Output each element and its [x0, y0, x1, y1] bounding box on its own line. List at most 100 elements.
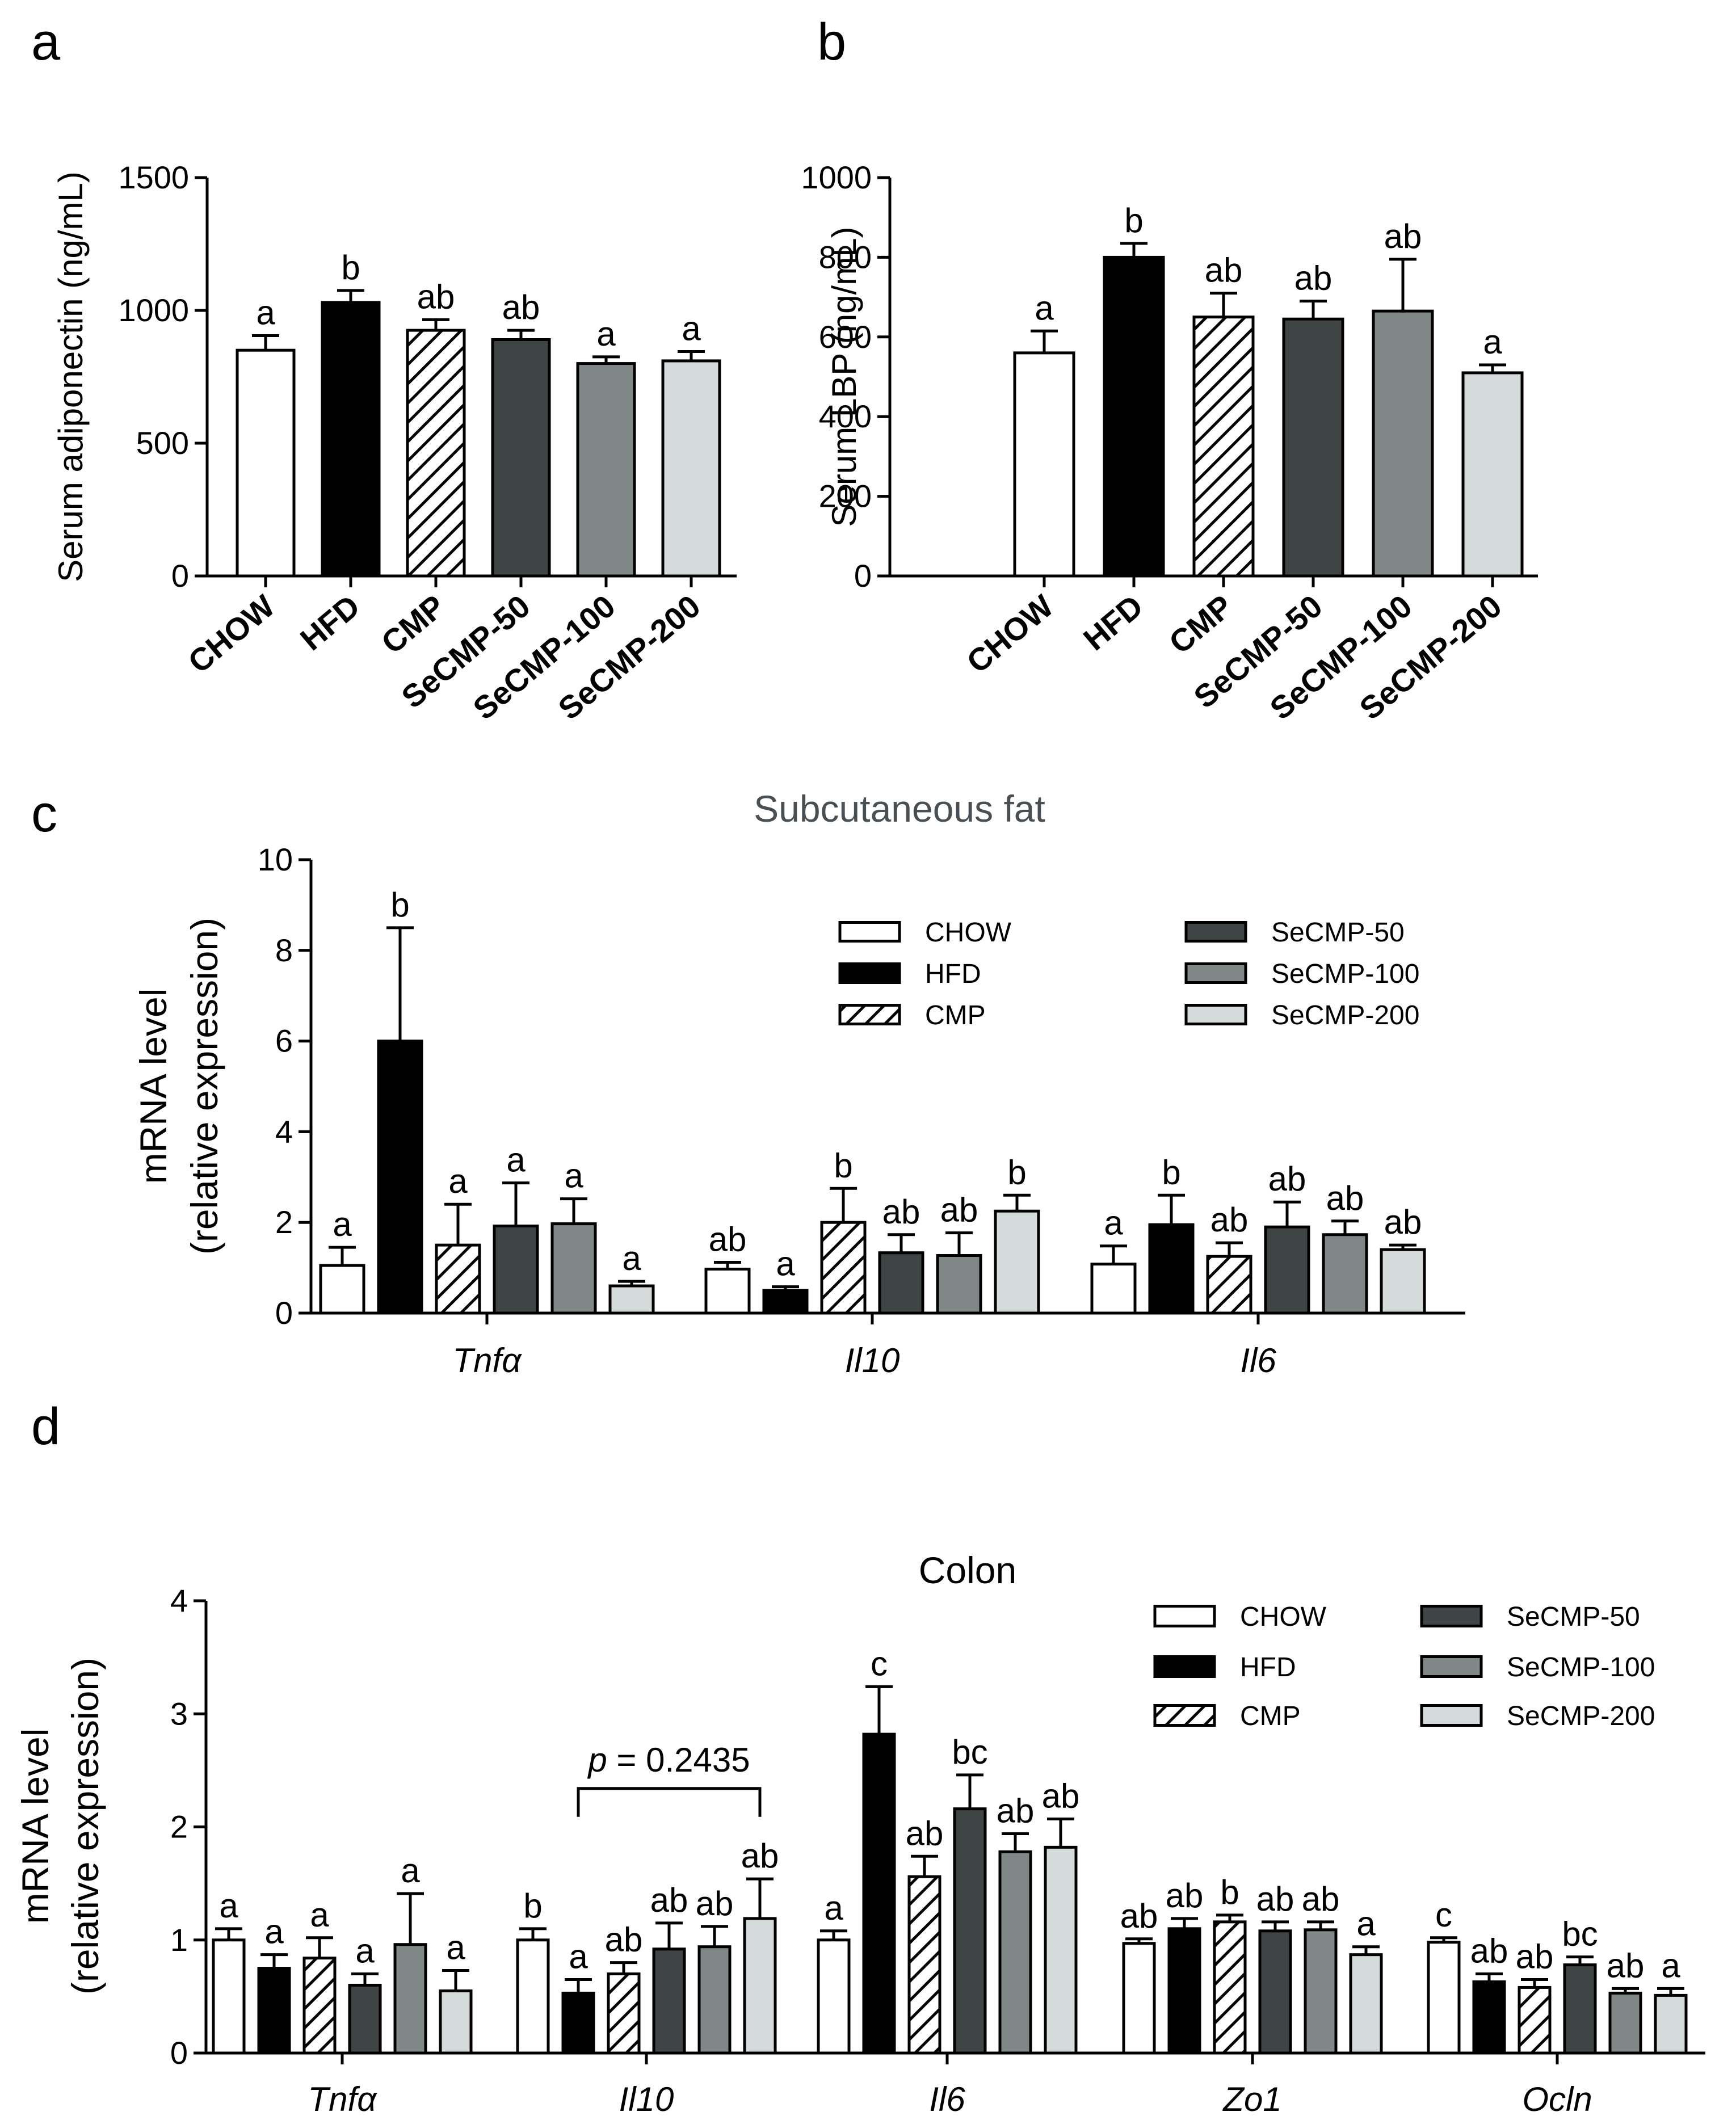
bar-secmp-50 [1282, 317, 1344, 578]
y-tick-label: 4 [275, 1113, 293, 1149]
bar-secmp-200 [994, 1209, 1040, 1315]
bar-chow [704, 1267, 751, 1315]
bar-hfd [1167, 1927, 1201, 2055]
significance-letter: a [264, 1913, 284, 1951]
y-tick-label: 0 [854, 558, 872, 594]
x-tick-label: HFD [293, 588, 367, 657]
y-tick-label: 0 [275, 1295, 293, 1331]
y-tick-label: 1500 [118, 159, 189, 195]
bar-cmp [1213, 1920, 1247, 2055]
significance-letter: a [256, 293, 275, 331]
bar-chow [319, 1264, 365, 1315]
bar-secmp-200 [743, 1917, 777, 2055]
significance-letter: ab [882, 1193, 920, 1231]
gene-label: Tnfα [308, 2080, 378, 2118]
bar-hfd [1148, 1223, 1195, 1315]
bar-hfd [1472, 1980, 1506, 2055]
significance-letter: a [682, 310, 701, 348]
bar-secmp-100 [393, 1943, 427, 2055]
significance-letter: ab [1516, 1937, 1554, 1975]
bar-secmp-100 [576, 362, 636, 578]
y-tick-label: 6 [275, 1023, 293, 1059]
significance-letter: ab [1210, 1201, 1249, 1239]
legend-label: CHOW [925, 918, 1012, 948]
significance-letter: ab [650, 1881, 688, 1919]
gene-label: Zo1 [1222, 2080, 1281, 2118]
bar-secmp-100 [1372, 309, 1434, 578]
y-tick-label: 10 [258, 842, 293, 877]
significance-letter: a [776, 1245, 795, 1283]
significance-letter: ab [997, 1791, 1035, 1829]
y-tick-label: 1 [170, 1922, 188, 1958]
significance-letter: ab [1166, 1877, 1204, 1915]
bar-secmp-200 [1461, 371, 1524, 578]
y-tick-label: 8 [275, 932, 293, 968]
significance-letter: a [448, 1162, 468, 1200]
bar-secmp-100 [936, 1254, 982, 1315]
gene-label: Il6 [929, 2080, 965, 2118]
significance-letter: a [401, 1852, 420, 1890]
significance-letter: a [1104, 1204, 1123, 1242]
y-tick-label: 3 [170, 1696, 188, 1731]
significance-letter: b [1162, 1153, 1180, 1191]
significance-letter: ab [1470, 1932, 1508, 1970]
significance-letter: bc [952, 1733, 987, 1771]
gene-label: Il6 [1240, 1341, 1276, 1379]
y-axis-title-line: (relative expression) [183, 918, 225, 1255]
bar-cmp [1518, 1986, 1552, 2055]
panel-d-colon: d Colon 0 1 2 3 4 mRNA level (relative expressio… [14, 1398, 1705, 2118]
significance-letter: b [1124, 201, 1143, 239]
bar-cmp [406, 329, 466, 578]
gene-label: Il10 [619, 2080, 674, 2118]
gene-label: Il10 [845, 1341, 900, 1379]
significance-letter: b [1220, 1873, 1239, 1911]
bar-secmp-50 [1258, 1929, 1292, 2055]
bar-secmp-200 [1044, 1845, 1078, 2055]
bar-secmp-50 [652, 1947, 686, 2055]
bar-secmp-200 [1654, 1993, 1688, 2055]
significance-letter: a [1356, 1905, 1376, 1943]
significance-letter: ab [1384, 217, 1422, 255]
significance-letter: a [824, 1889, 843, 1927]
y-tick-label: 2 [170, 1809, 188, 1845]
significance-letter: ab [696, 1885, 734, 1923]
legend-label: CHOW [1240, 1602, 1327, 1632]
bar-secmp-200 [608, 1284, 655, 1315]
legend-label: SeCMP-200 [1507, 1701, 1655, 1731]
y-tick-label: 400 [819, 398, 872, 434]
bar-secmp-100 [1322, 1233, 1368, 1315]
legend-label: SeCMP-50 [1271, 918, 1405, 948]
bar-cmp [1192, 316, 1255, 578]
bar-chow [1427, 1941, 1461, 2055]
panel-letter: a [31, 13, 61, 71]
legend-label: SeCMP-200 [1271, 1000, 1419, 1030]
bar-secmp-50 [493, 1225, 539, 1315]
legend-swatch-secmp-100 [1420, 1655, 1483, 1678]
legend-label: HFD [925, 959, 981, 989]
bar-chow [1122, 1942, 1156, 2055]
bar-secmp-50 [491, 338, 551, 578]
legend-label: SeCMP-100 [1507, 1652, 1655, 1682]
bar-secmp-100 [550, 1222, 597, 1315]
significance-letter: a [1483, 323, 1502, 361]
bar-chow [817, 1938, 851, 2055]
legend-swatch-secmp-50 [1184, 921, 1247, 943]
p-symbol: p [587, 1741, 607, 1779]
bar-hfd [862, 1732, 896, 2055]
legend-swatch-hfd [838, 962, 901, 984]
significance-letter: c [871, 1644, 888, 1682]
y-tick-label: 200 [819, 478, 872, 514]
p-value-text: = 0.2435 [607, 1741, 750, 1779]
bar-cmp [820, 1221, 867, 1315]
bar-chow [516, 1938, 550, 2055]
y-tick-label: 500 [136, 425, 189, 461]
y-axis-title: Serum adiponectin (ng/mL) [52, 171, 90, 582]
panel-letter: d [31, 1398, 60, 1456]
panel-c-subcutaneous-fat: c Subcutaneous fat 0 2 4 6 8 10 mRNA level (relat… [31, 785, 1465, 1379]
significance-letter: ab [1205, 251, 1243, 289]
legend-swatch-chow [838, 921, 901, 943]
significance-letter: ab [417, 277, 455, 316]
y-axis-title-line: mRNA level [132, 989, 174, 1184]
bar-secmp-200 [1380, 1248, 1426, 1315]
x-tick-label: HFD [1077, 588, 1150, 657]
